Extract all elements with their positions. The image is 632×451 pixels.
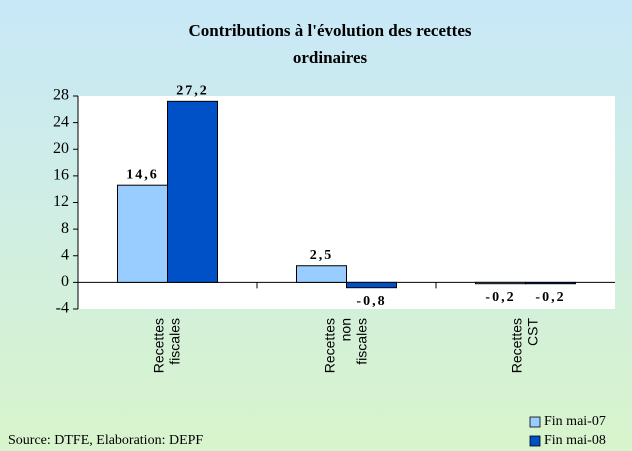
value-label: -0,2 (485, 290, 515, 305)
value-label: 27,2 (176, 84, 209, 99)
y-tick-label: 24 (53, 113, 69, 130)
bar (525, 281, 576, 285)
y-tick-label: 16 (53, 167, 69, 184)
x-tick-label: RecettesCST (508, 318, 540, 374)
bar (346, 281, 397, 289)
x-tick-label: Recettesnonfiscales (321, 318, 369, 373)
value-label: 2,5 (310, 248, 334, 263)
legend-swatch (529, 416, 541, 428)
y-tick-label: -4 (56, 300, 69, 317)
value-label: 14,6 (126, 167, 159, 182)
value-label: -0,2 (535, 290, 565, 305)
legend-swatch (529, 435, 541, 447)
bar (475, 281, 526, 285)
bar (296, 265, 347, 283)
y-tick-label: 0 (61, 273, 69, 290)
value-label: -0,8 (356, 294, 386, 309)
y-tick-label: 12 (53, 193, 69, 210)
legend-label: Fin mai-07 (544, 414, 606, 429)
bar (117, 184, 168, 283)
y-tick-label: 20 (53, 140, 69, 157)
legend-label: Fin mai-08 (544, 433, 606, 448)
y-tick-label: 28 (53, 87, 69, 104)
source-note: Source: DTFE, Elaboration: DEPF (8, 433, 203, 448)
chart-title: ordinaires (293, 48, 368, 67)
y-tick-label: 8 (61, 220, 69, 237)
chart-title: Contributions à l'évolution des recettes (188, 21, 471, 40)
y-tick-label: 4 (61, 246, 69, 263)
bar (167, 100, 218, 283)
x-tick-label: Recettesfiscales (150, 318, 182, 373)
